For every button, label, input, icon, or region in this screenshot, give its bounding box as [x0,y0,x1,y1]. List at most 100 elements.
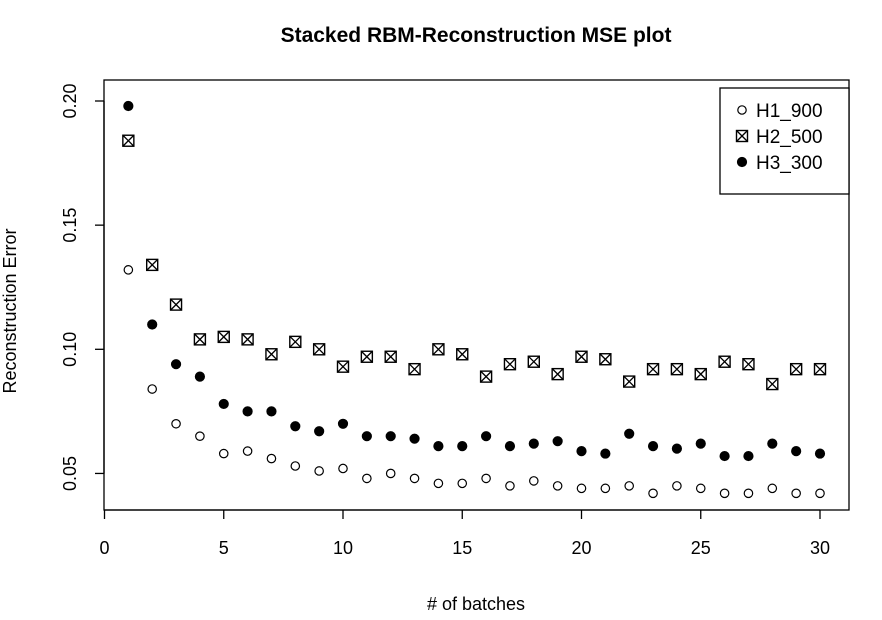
data-point [194,371,205,382]
series-h2-500 [122,134,827,391]
data-point [600,448,611,459]
x-axis: 0 5 10 15 20 25 30 [99,509,830,558]
data-point [384,350,397,363]
legend: H1_900 H2_500 H3_300 [719,87,850,195]
data-point [360,350,374,363]
data-point [528,438,539,449]
y-tick-label: 0.05 [60,456,80,491]
data-point [813,362,827,376]
data-point [169,298,183,311]
x-axis-label: # of batches [427,594,525,614]
data-point [719,488,730,499]
data-point [694,367,707,381]
data-point [479,370,493,383]
data-point [647,441,659,452]
data-point [646,362,660,376]
data-point [218,398,229,410]
chart-title: Stacked RBM-Reconstruction MSE plot [281,24,672,47]
y-tick-label: 0.10 [60,332,80,367]
legend-item: H1_900 [737,101,823,122]
data-point [505,481,515,491]
data-point [481,473,491,484]
data-point [289,335,302,349]
data-point [193,333,207,346]
data-point [123,265,134,275]
data-point [624,428,635,439]
data-point [767,438,778,449]
data-point [600,483,611,494]
data-point [266,406,277,417]
data-point [433,441,444,452]
data-point [432,343,445,356]
data-point [361,431,372,442]
data-point [718,355,731,368]
data-point [337,418,349,429]
data-point [409,433,420,444]
data-point [528,476,539,486]
data-point [552,436,563,447]
data-point [408,362,421,376]
data-point [147,319,158,330]
x-tick-label: 25 [691,538,711,558]
x-tick-label: 0 [99,538,109,558]
data-point [599,353,612,366]
series-h3-300 [123,100,826,462]
y-tick-label: 0.15 [60,208,80,243]
legend-item: H2_500 [735,127,823,148]
data-point [551,367,564,381]
legend-marker [736,156,748,168]
data-point [503,357,517,371]
data-point [456,348,469,361]
data-point [671,443,683,454]
data-point [504,441,516,452]
data-point [242,406,253,417]
data-point [242,446,253,456]
data-point [576,446,587,457]
data-point [145,258,159,272]
data-point [433,478,444,489]
data-point [648,488,658,499]
legend-label: H1_900 [756,101,823,122]
y-tick-label: 0.20 [60,83,80,118]
data-point [815,488,825,499]
x-tick-label: 30 [810,538,830,558]
data-point [312,343,326,356]
data-point [457,478,468,489]
data-point [791,446,802,457]
data-point [123,100,134,112]
data-point [170,359,182,370]
data-point [742,357,755,371]
data-point [147,384,157,394]
data-point [576,483,587,494]
data-point [789,362,803,376]
data-point [171,418,181,429]
legend-item: H3_300 [736,153,823,174]
data-point [743,450,754,462]
data-point [457,441,468,452]
series-h1-900 [123,265,825,499]
data-point [385,468,396,479]
data-point [695,483,706,494]
data-point [791,488,801,499]
data-point [241,333,254,346]
data-point [217,330,230,344]
data-point [218,448,229,459]
y-axis-label: Reconstruction Error [0,228,20,393]
data-point [552,481,563,491]
data-point [527,355,540,368]
data-point [575,350,588,363]
data-points [122,100,827,499]
data-point [385,431,396,442]
x-tick-label: 20 [571,538,591,558]
data-point [743,488,754,499]
x-tick-label: 15 [452,538,472,558]
data-point [314,466,324,476]
data-point [767,483,778,494]
data-point [290,461,301,471]
data-point [266,453,277,464]
data-point [481,431,492,442]
y-axis: 0.05 0.10 0.15 0.20 [60,83,105,491]
data-point [623,375,636,388]
data-point [670,362,684,376]
